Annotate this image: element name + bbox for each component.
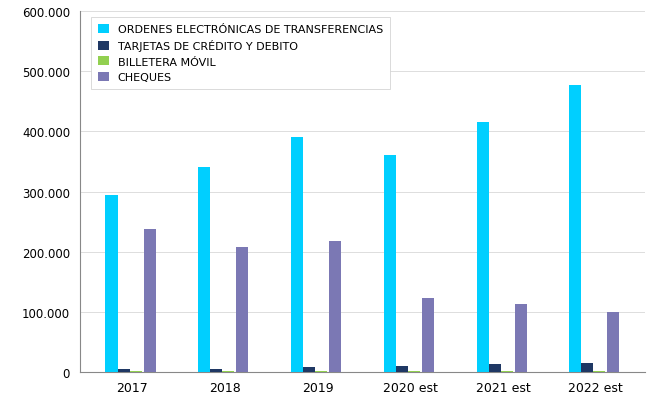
Bar bbox=[144, 230, 156, 372]
Bar bbox=[106, 195, 118, 372]
Bar bbox=[198, 168, 210, 372]
Bar bbox=[607, 312, 619, 372]
Bar bbox=[384, 156, 396, 372]
Bar bbox=[581, 363, 593, 372]
Legend: ORDENES ELECTRÓNICAS DE TRANSFERENCIAS, TARJETAS DE CRÉDITO Y DEBITO, BILLETERA : ORDENES ELECTRÓNICAS DE TRANSFERENCIAS, … bbox=[91, 18, 390, 90]
Bar bbox=[236, 248, 248, 372]
Bar bbox=[329, 242, 341, 372]
Bar bbox=[396, 366, 408, 372]
Bar bbox=[569, 86, 581, 372]
Bar bbox=[291, 138, 303, 372]
Bar bbox=[489, 365, 501, 372]
Bar bbox=[477, 123, 489, 372]
Bar bbox=[515, 305, 527, 372]
Bar bbox=[210, 369, 222, 372]
Bar bbox=[303, 368, 315, 372]
Bar bbox=[422, 299, 434, 372]
Bar bbox=[118, 369, 130, 372]
